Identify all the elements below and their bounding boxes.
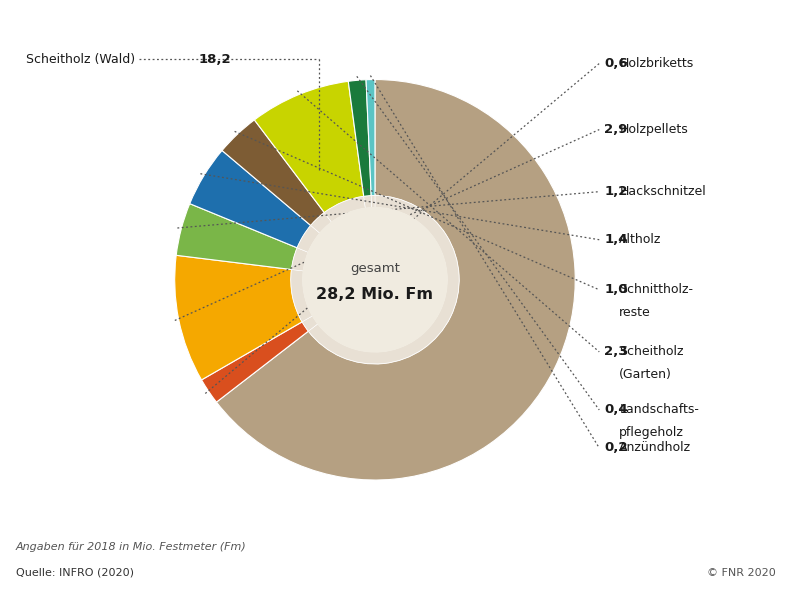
- Text: Altholz: Altholz: [619, 233, 662, 246]
- Text: Angaben für 2018 in Mio. Festmeter (Fm): Angaben für 2018 in Mio. Festmeter (Fm): [16, 542, 246, 551]
- Wedge shape: [324, 196, 366, 222]
- Wedge shape: [297, 226, 320, 252]
- Wedge shape: [291, 270, 313, 322]
- Text: 0,6: 0,6: [604, 57, 628, 70]
- Circle shape: [303, 208, 447, 352]
- Text: 0,2: 0,2: [604, 442, 628, 455]
- Text: Scheitholz: Scheitholz: [619, 345, 684, 358]
- Wedge shape: [310, 213, 331, 233]
- Wedge shape: [364, 196, 372, 209]
- Text: 18,2: 18,2: [198, 53, 230, 66]
- Text: (Garten): (Garten): [619, 368, 672, 382]
- Wedge shape: [348, 80, 371, 196]
- Text: Quelle: INFRO (2020): Quelle: INFRO (2020): [16, 568, 134, 577]
- Text: ENERGIEHOLZEINSATZ IN PRIVATEN HAUSHALTEN: ENERGIEHOLZEINSATZ IN PRIVATEN HAUSHALTE…: [130, 24, 670, 44]
- Text: gesamt: gesamt: [350, 262, 400, 275]
- Wedge shape: [371, 196, 375, 208]
- Text: Schnittholz-: Schnittholz-: [619, 283, 694, 296]
- Wedge shape: [222, 120, 324, 226]
- Wedge shape: [308, 196, 459, 364]
- Text: 2,9: 2,9: [604, 123, 628, 136]
- Text: © FNR 2020: © FNR 2020: [707, 568, 776, 577]
- Text: Hackschnitzel: Hackschnitzel: [619, 185, 706, 198]
- Wedge shape: [190, 150, 310, 248]
- Text: 1,4: 1,4: [604, 233, 628, 246]
- Wedge shape: [174, 255, 302, 380]
- Wedge shape: [202, 322, 308, 402]
- Text: 1,0: 1,0: [604, 283, 628, 296]
- Text: 1,2: 1,2: [604, 185, 628, 198]
- Text: 2,3: 2,3: [604, 345, 628, 358]
- Wedge shape: [291, 248, 308, 271]
- Wedge shape: [254, 81, 364, 213]
- Wedge shape: [302, 316, 318, 331]
- Text: Holzpellets: Holzpellets: [619, 123, 688, 136]
- Text: 28,2 Mio. Fm: 28,2 Mio. Fm: [317, 287, 434, 302]
- Text: Holzbriketts: Holzbriketts: [619, 57, 694, 70]
- Text: pflegeholz: pflegeholz: [619, 426, 684, 439]
- Text: reste: reste: [619, 306, 651, 319]
- Wedge shape: [217, 80, 575, 480]
- Wedge shape: [366, 80, 375, 196]
- Text: 0,4: 0,4: [604, 403, 628, 416]
- Text: Anzündholz: Anzündholz: [619, 442, 691, 455]
- Wedge shape: [176, 204, 297, 270]
- Text: Landschafts-: Landschafts-: [619, 403, 699, 416]
- Text: Scheitholz (Wald): Scheitholz (Wald): [26, 53, 134, 66]
